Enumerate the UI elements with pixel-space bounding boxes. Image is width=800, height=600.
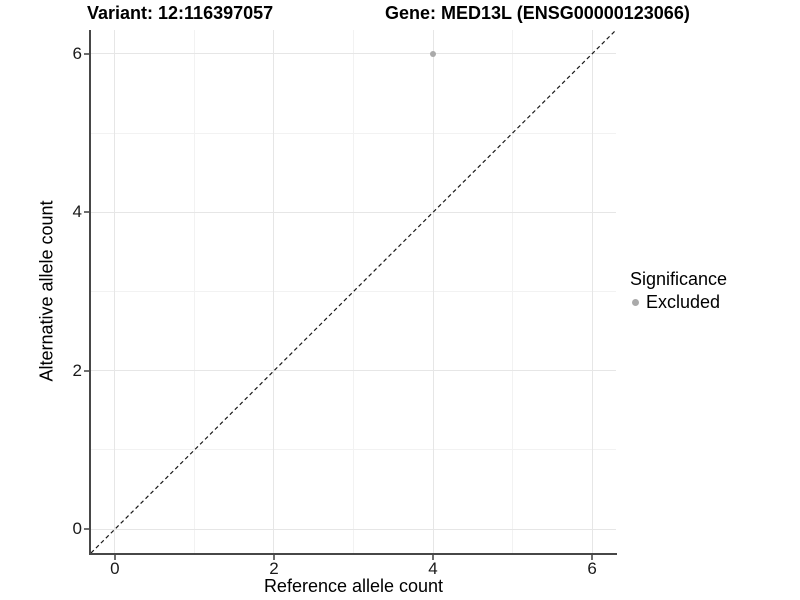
legend-point-icon [632,299,639,306]
grid-line-major [114,30,116,553]
grid-line-minor [91,449,616,451]
legend-item-label: Excluded [646,292,721,312]
identity-dashed-line [91,30,616,553]
grid-line-major [273,30,275,553]
grid-line-major [591,30,593,553]
x-tick-label: 6 [587,559,597,578]
legend-title: Significance [630,269,728,289]
legend-item-excluded: Excluded [630,291,727,314]
y-tick-mark [84,211,89,214]
x-tick-label: 2 [269,559,279,578]
data-point [430,50,437,57]
plot-title-gene: Gene: MED13L (ENSG00000123066) [385,3,690,23]
y-tick-label: 0 [72,519,82,539]
y-tick-mark [84,369,89,372]
x-tick-mark [113,555,116,560]
y-tick-label: 2 [72,360,82,380]
grid-line-major [91,528,616,530]
grid-line-minor [91,132,616,134]
plot-title-variant: Variant: 12:116397057 [87,3,274,23]
grid-line-major [91,53,616,55]
x-tick-mark [272,555,275,560]
y-tick-mark [84,528,89,531]
y-tick-label: 4 [72,202,82,222]
grid-line-major [91,211,616,213]
y-tick-label: 6 [72,43,82,63]
x-tick-label: 4 [428,559,438,578]
x-axis-title: Reference allele count [263,576,444,596]
y-axis-title: Alternative allele count [36,200,57,382]
y-axis-line [89,30,91,555]
y-tick-mark [84,52,89,55]
x-tick-mark [591,555,594,560]
grid-line-major [91,370,616,372]
x-tick-mark [432,555,435,560]
grid-line-major [432,30,434,553]
chart-panel [91,30,616,553]
grid-line-minor [91,291,616,292]
x-tick-label: 0 [110,559,120,578]
legend: Significance Excluded [630,268,727,314]
x-axis-line [89,553,617,555]
